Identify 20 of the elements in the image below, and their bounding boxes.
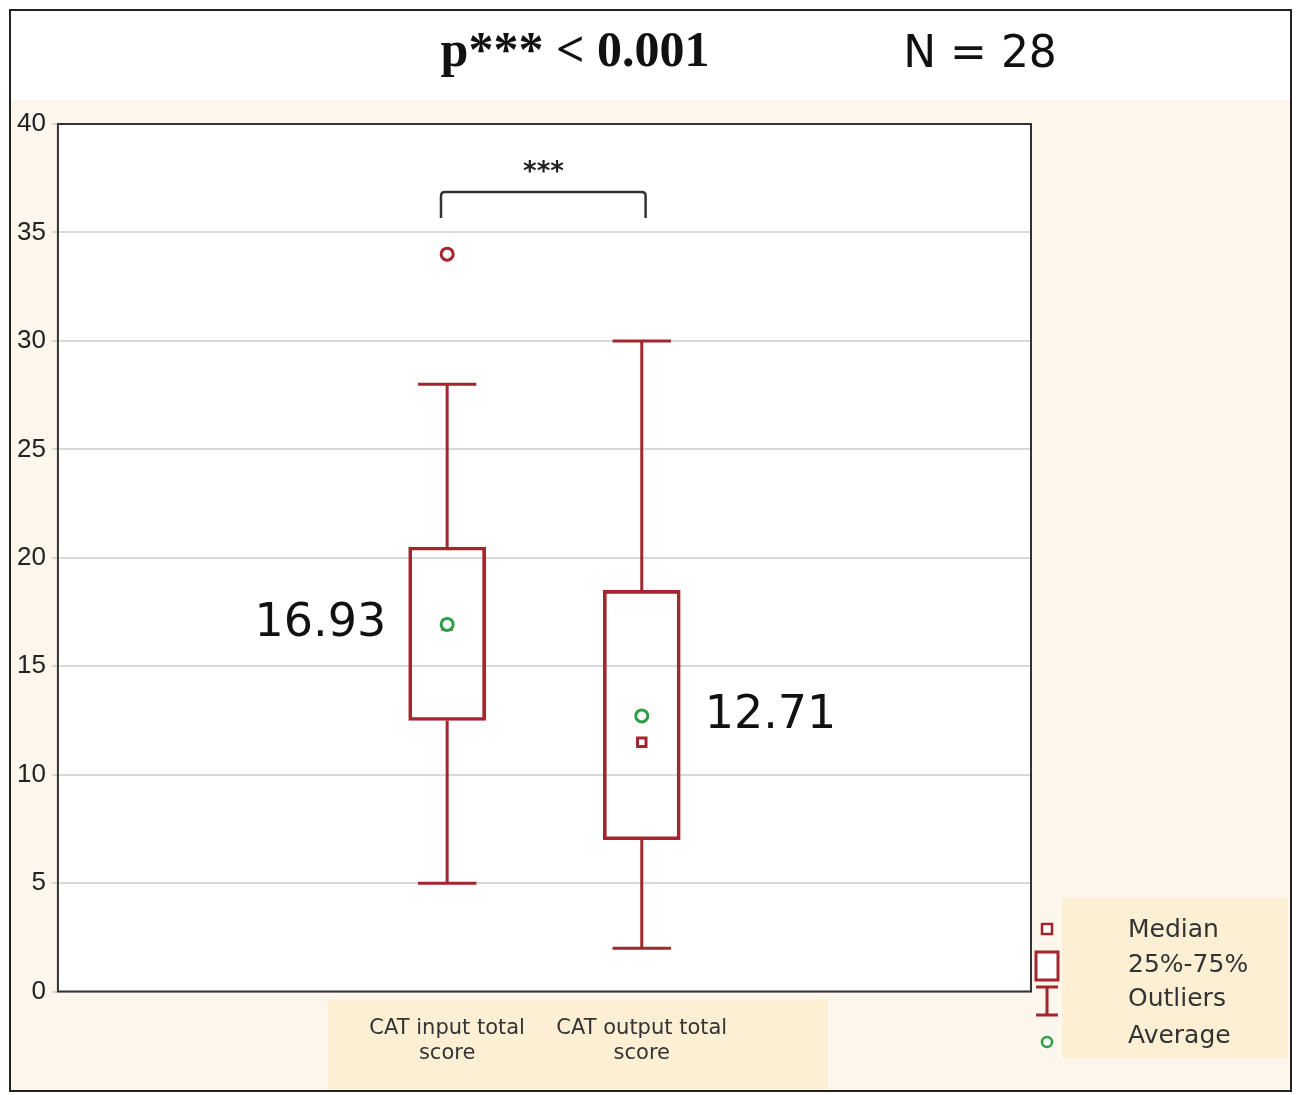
y-tick-label: 15	[17, 649, 46, 680]
x-tick-label: CAT output total score	[556, 1014, 728, 1064]
y-tick-label: 30	[17, 324, 46, 355]
chart-title: p*** < 0.001	[439, 20, 711, 78]
chart-subtitle: N = 28	[902, 26, 1058, 77]
text: Outliers	[1128, 983, 1226, 1013]
y-tick-label: 0	[31, 974, 46, 1005]
y-tick-label: 10	[17, 757, 46, 788]
annotation: ***	[522, 156, 565, 186]
y-tick-label: 35	[17, 215, 46, 246]
annotation: 16.93	[254, 593, 387, 648]
y-tick-label: 5	[31, 866, 46, 897]
x-tick-label: CAT input total score	[369, 1014, 525, 1064]
annotation: 12.71	[704, 684, 837, 739]
text: 25%-75%	[1128, 949, 1249, 979]
y-tick-label: 25	[17, 432, 46, 463]
y-tick-label: 40	[17, 107, 46, 138]
y-tick-label: 20	[17, 540, 46, 571]
text: Average	[1128, 1020, 1231, 1050]
text: Median	[1128, 914, 1219, 944]
